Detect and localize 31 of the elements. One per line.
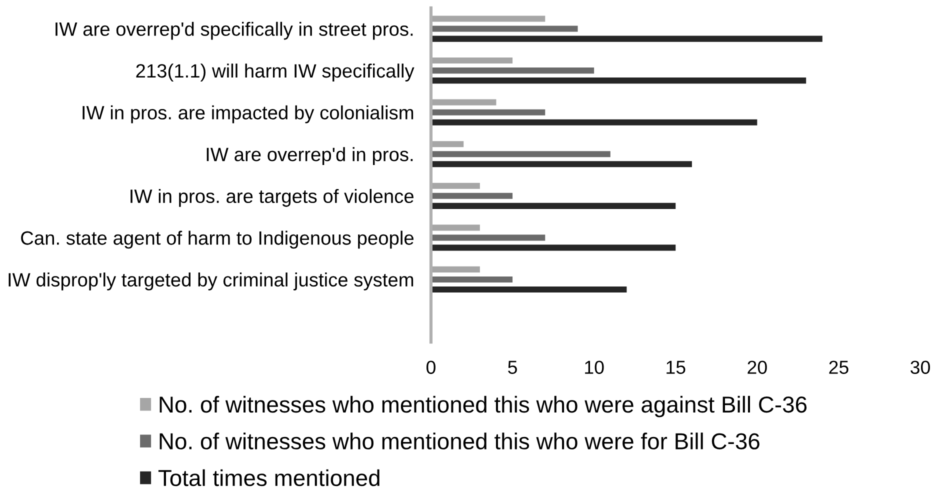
y-tick-label: IW in pros. are targets of violence	[130, 188, 414, 207]
bar	[430, 161, 692, 168]
y-tick-label: IW are overrep'd specifically in street pros.	[56, 22, 413, 40]
bar	[430, 68, 594, 74]
bar	[430, 276, 513, 282]
x-tick-label: 5	[508, 360, 517, 374]
bar	[430, 286, 627, 293]
bar	[430, 36, 822, 42]
bar	[430, 151, 610, 158]
bar	[430, 244, 676, 251]
y-tick-label: IW are overrep'd in pros.	[206, 147, 413, 166]
legend-label: Total times mentioned	[158, 469, 380, 486]
x-tick-label: 0	[426, 360, 436, 374]
legend-label: No. of witnesses who mentioned this who were for Bill C-36	[160, 432, 760, 450]
y-tick-label: IW disprop'ly targeted by criminal justice system	[8, 272, 414, 290]
bar	[430, 26, 578, 32]
bar	[430, 234, 546, 241]
y-tick-label: Can. state agent of harm to Indigenous people	[21, 230, 414, 249]
x-tick-label: 25	[829, 360, 848, 374]
x-tick-label: 15	[666, 360, 686, 374]
bar	[430, 192, 513, 199]
y-tick-label: 213(1.1) will harm IW specifically	[136, 64, 414, 82]
legend-label: No. of witnesses who mentioned this who were against Bill C-36	[160, 396, 807, 418]
x-tick-label: 20	[748, 360, 767, 374]
bar	[430, 109, 546, 116]
x-tick-label: 10	[585, 360, 604, 374]
bar	[430, 78, 806, 84]
x-tick-label: 30	[910, 360, 930, 374]
bar	[430, 119, 758, 126]
y-tick-label: IW in pros. are impacted by colonialism	[82, 105, 414, 124]
bar	[430, 202, 676, 209]
